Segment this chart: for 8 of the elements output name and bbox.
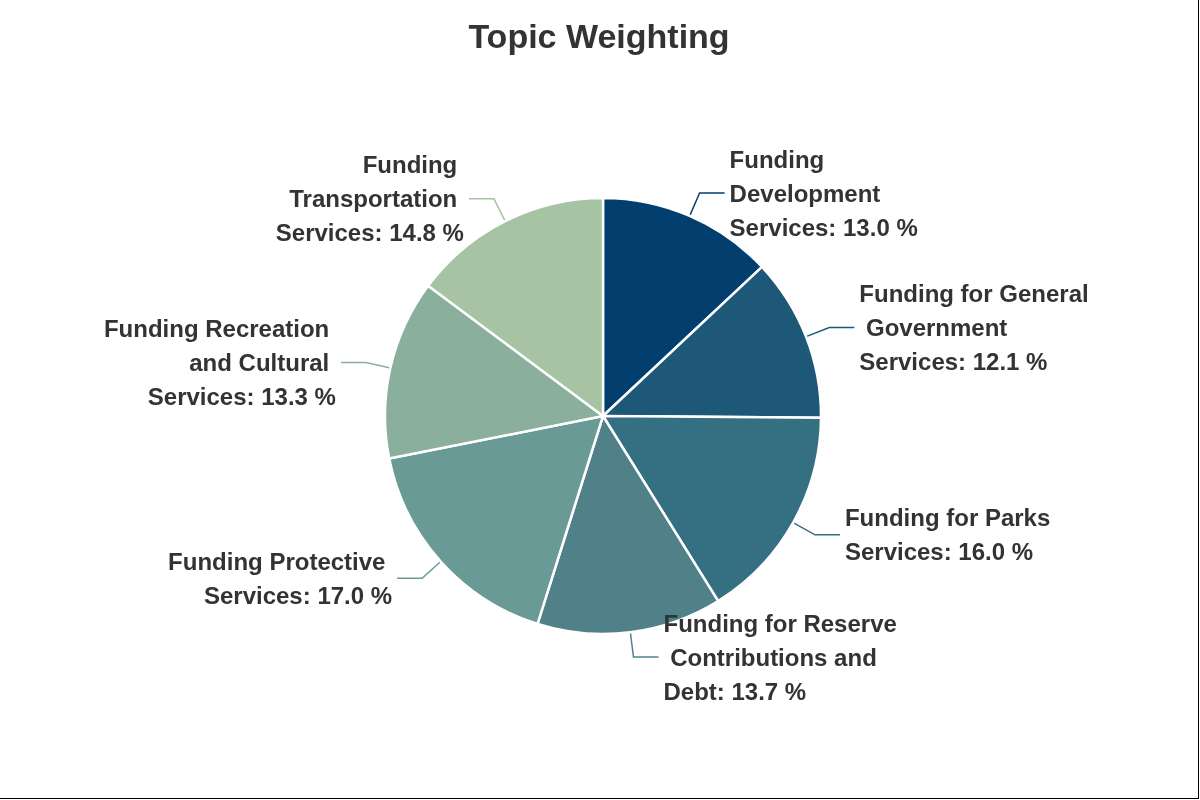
slice-label: Funding Recreation and Cultural Services: 13.3 % [103,315,336,411]
chart-title: Topic Weighting [468,17,730,55]
slice-label: Funding for General Government Services: 12.1 % [859,280,1089,376]
slice-label: Funding for Reserve Contributions and Debt: 13.7 % [663,609,897,705]
slice-label: Funding Protective Services: 17.0 % [168,547,393,609]
slice-label: Funding Transportation Services: 14.8 % [275,151,464,247]
slice-label: Funding for Parks Services: 16.0 % [844,504,1057,566]
slice-label: Funding Development Services: 13.0 % [729,145,918,241]
